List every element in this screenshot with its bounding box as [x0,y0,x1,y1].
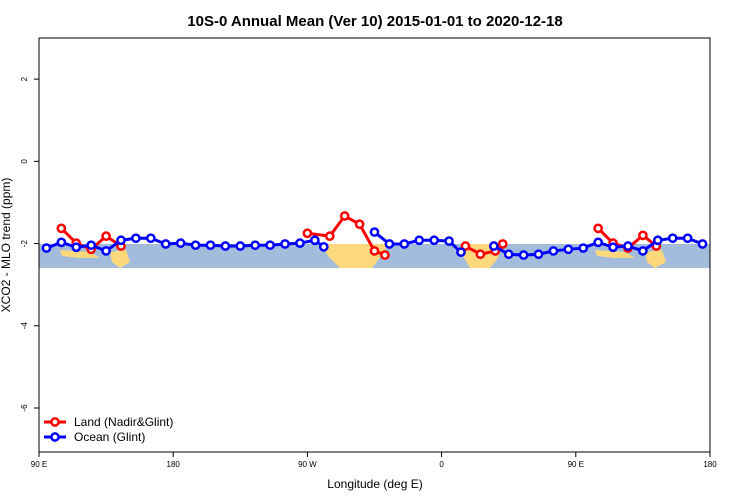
data-point [71,242,82,253]
legend-label: Land (Nadir&Glint) [74,415,173,429]
data-point [101,246,111,256]
data-point [638,246,648,256]
data-point [205,240,216,251]
x-tick-label: 90 E [31,460,47,469]
data-point [623,241,633,251]
data-point [652,235,663,246]
data-point [414,235,425,246]
y-tick-label: -6 [20,404,29,412]
data-point [265,240,275,251]
data-point [175,238,186,248]
data-point [667,233,678,244]
data-point [220,241,231,251]
data-point [280,239,290,249]
data-point [310,235,320,246]
data-point [380,250,390,260]
data-point [475,249,486,260]
data-point [369,227,380,237]
y-tick-label: 2 [20,76,29,81]
data-point [429,235,439,246]
data-point [399,239,410,249]
data-point [384,239,395,249]
data-point [354,219,365,230]
land-area [110,250,130,268]
data-point [160,239,171,249]
land-area [645,250,666,268]
data-point [548,246,559,256]
legend-label: Ocean (Glint) [74,430,145,444]
data-point [131,233,141,244]
data-point [518,250,529,260]
data-point [563,244,574,255]
data-point [369,246,380,256]
data-point [497,239,508,249]
data-point [697,239,708,249]
x-axis-label: Longitude (deg E) [327,477,422,491]
data-point [460,241,471,251]
data-point [295,238,305,248]
data-point [101,231,111,242]
data-point [578,243,589,253]
data-point [41,243,52,253]
x-tick-label: 90 E [568,460,584,469]
data-point [324,231,335,242]
y-axis-label: XCO2 - MLO trend (ppm) [0,178,13,313]
x-tick-label: 0 [439,460,444,469]
data-point [145,233,156,244]
x-tick-label: 180 [167,460,181,469]
data-point [593,223,604,234]
x-tick-label: 180 [703,460,717,469]
data-point [339,211,350,221]
data-point [503,249,514,260]
land-area [595,250,635,258]
data-point [488,241,499,251]
data-point [593,237,604,248]
data-point [56,237,67,248]
data-point [638,230,648,241]
data-point [608,242,618,253]
y-tick-label: 0 [20,159,29,164]
plot-frame [38,37,711,453]
y-tick-label: -2 [20,239,29,247]
data-point [190,240,201,251]
data-point [302,228,313,239]
data-point [318,242,329,252]
data-point [86,240,97,251]
data-point [116,235,126,246]
data-point [56,223,67,234]
data-point [250,240,261,251]
chart-title: 10S-0 Annual Mean (Ver 10) 2015-01-01 to… [187,13,562,30]
data-point [456,247,466,258]
data-point [533,249,544,260]
data-point [235,241,246,251]
legend-marker [50,432,60,442]
y-tick-label: -4 [20,322,29,330]
x-tick-label: 90 W [298,460,317,469]
data-point [682,233,693,244]
legend-marker [50,417,60,427]
data-point [444,236,454,246]
